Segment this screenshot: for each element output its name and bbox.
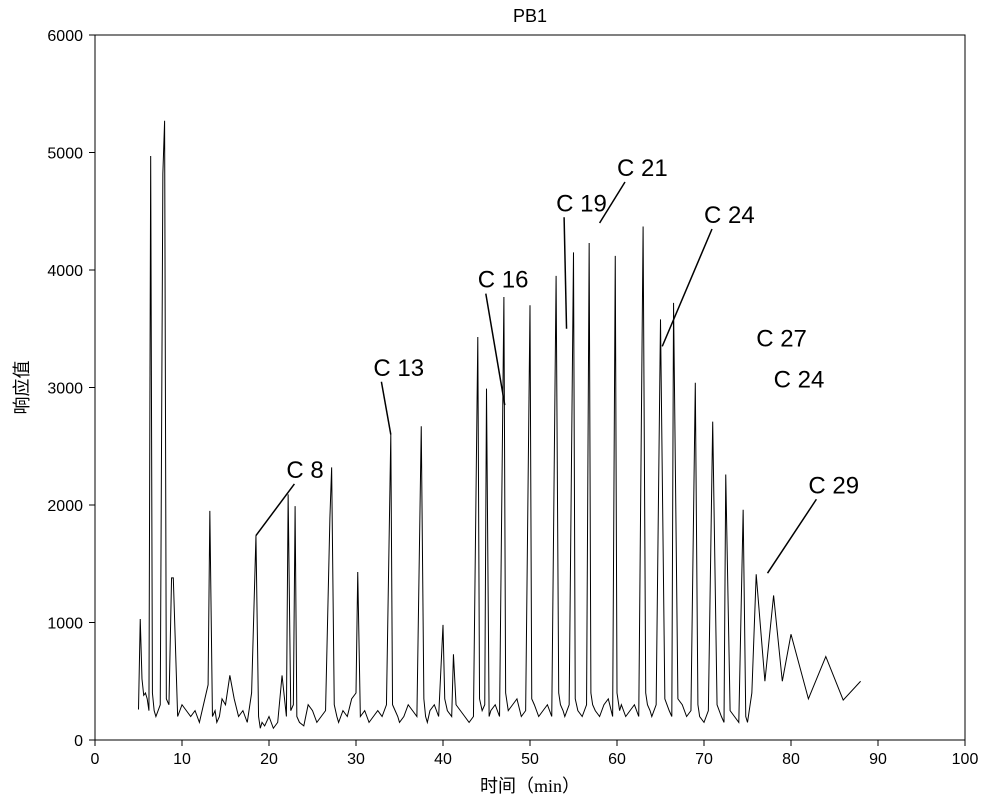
x-tick-label: 40 (434, 751, 452, 768)
peak-annotation: C 8 (286, 457, 323, 484)
x-tick-label: 80 (782, 751, 800, 768)
x-tick-label: 90 (869, 751, 887, 768)
peak-annotation: C 24 (704, 202, 755, 229)
y-tick-label: 1000 (47, 616, 83, 633)
x-tick-label: 30 (347, 751, 365, 768)
x-tick-label: 20 (260, 751, 278, 768)
x-tick-label: 70 (695, 751, 713, 768)
chromatogram-chart: 0102030405060708090100010002000300040005… (0, 0, 1000, 800)
peak-annotation: C 16 (478, 267, 529, 294)
page-title: PB1 (513, 6, 547, 26)
annotation-leader-line (564, 217, 566, 329)
x-tick-label: 100 (952, 751, 979, 768)
y-tick-label: 0 (74, 733, 83, 750)
annotation-leader-line (381, 382, 390, 435)
annotation-leader-line (662, 229, 712, 346)
peak-annotation: C 27 (756, 325, 807, 352)
x-axis-label: 时间（min） (480, 776, 580, 796)
x-tick-label: 10 (173, 751, 191, 768)
y-tick-label: 5000 (47, 146, 83, 163)
annotation-leader-line (486, 294, 505, 406)
y-tick-label: 3000 (47, 381, 83, 398)
x-tick-label: 0 (91, 751, 100, 768)
peak-annotation: C 24 (774, 367, 825, 394)
y-axis-label: 响应值 (12, 361, 32, 415)
peak-annotation: C 19 (556, 190, 607, 217)
y-tick-label: 2000 (47, 498, 83, 515)
y-tick-label: 6000 (47, 28, 83, 45)
peak-annotation: C 13 (373, 355, 424, 382)
chart-svg: 0102030405060708090100010002000300040005… (0, 0, 1000, 800)
peak-annotation: C 21 (617, 155, 668, 182)
x-tick-label: 60 (608, 751, 626, 768)
y-tick-label: 4000 (47, 263, 83, 280)
x-tick-label: 50 (521, 751, 539, 768)
annotation-leader-line (768, 499, 817, 573)
peak-annotation: C 29 (808, 472, 859, 499)
